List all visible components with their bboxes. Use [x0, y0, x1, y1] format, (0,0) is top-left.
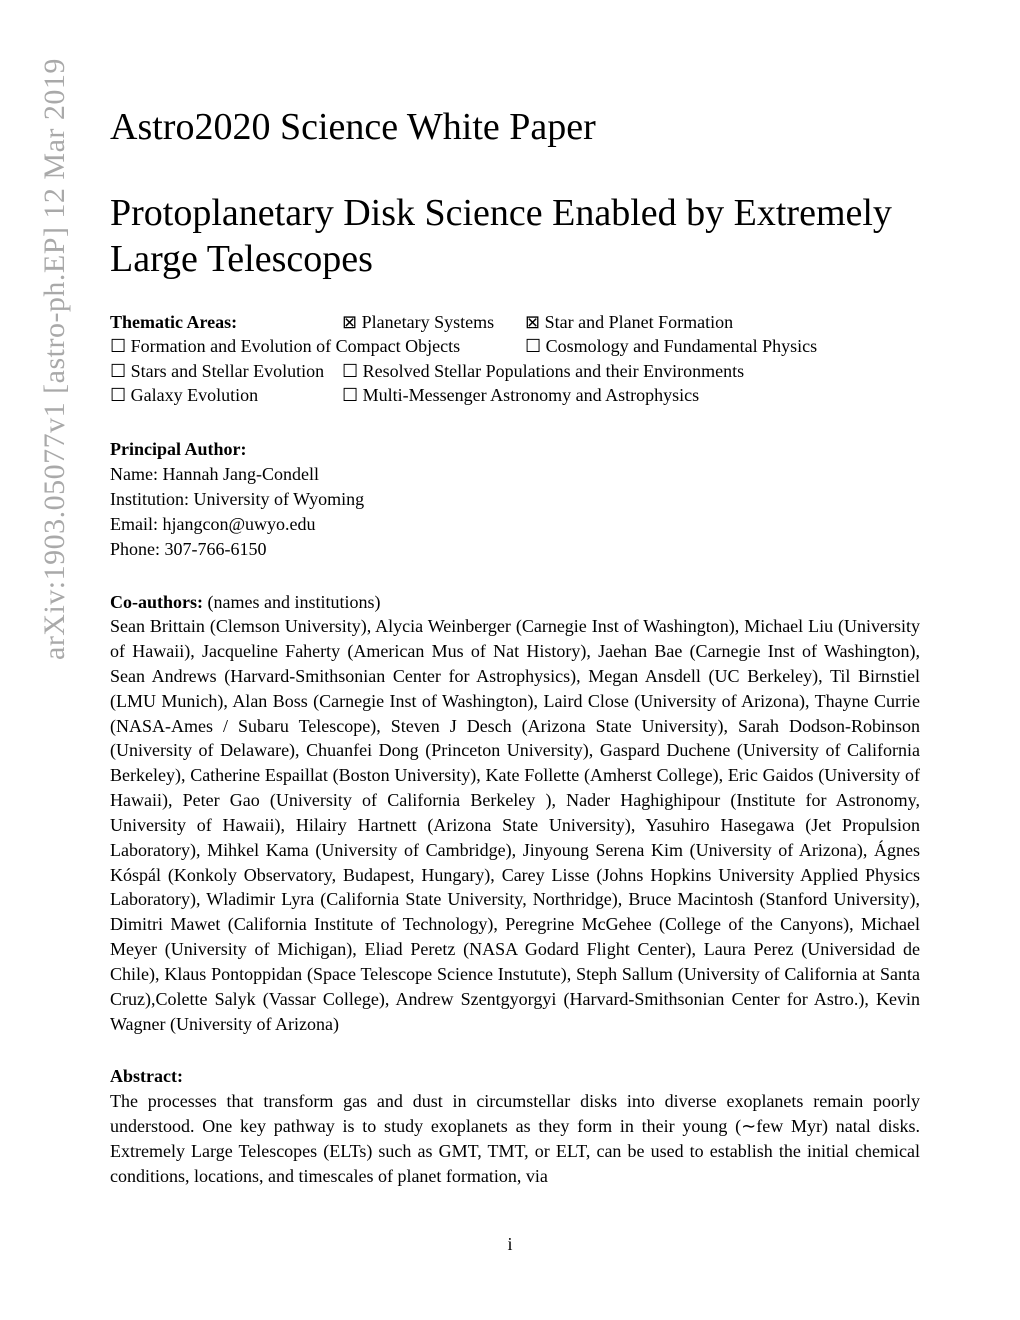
arxiv-watermark: arXiv:1903.05077v1 [astro-ph.EP] 12 Mar … [38, 58, 72, 660]
checkbox-galaxy: ☐ [110, 383, 126, 407]
label-compact: Formation and Evolution of Compact Objec… [131, 336, 460, 356]
checkbox-stellar: ☐ [110, 359, 126, 383]
label-galaxy: Galaxy Evolution [131, 385, 258, 405]
author-inst: University of Wyoming [194, 489, 365, 509]
coauthors-list: Sean Brittain (Clemson University), Alyc… [110, 616, 920, 1033]
author-email: hjangcon@uwyo.edu [163, 514, 316, 534]
checkbox-multimessenger: ☐ [342, 383, 358, 407]
author-heading: Principal Author: [110, 437, 920, 462]
label-cosmology: Cosmology and Fundamental Physics [546, 336, 818, 356]
checkbox-resolved: ☐ [342, 359, 358, 383]
page-number: i [0, 1234, 1020, 1255]
checkbox-planetary: ⊠ [342, 310, 357, 334]
paper-series-title: Astro2020 Science White Paper [110, 105, 920, 149]
paper-content: Astro2020 Science White Paper Protoplane… [110, 105, 920, 1189]
label-starplanet: Star and Planet Formation [545, 312, 733, 332]
abstract-text: The processes that transform gas and dus… [110, 1091, 920, 1185]
label-planetary: Planetary Systems [362, 312, 495, 332]
author-inst-label: Institution: [110, 489, 194, 509]
coauthors-note: (names and institutions) [203, 592, 380, 612]
thematic-areas: Thematic Areas: ⊠ Planetary Systems ⊠ St… [110, 310, 920, 407]
coauthors: Co-authors: (names and institutions) Sea… [110, 590, 920, 1037]
label-multimessenger: Multi-Messenger Astronomy and Astrophysi… [363, 385, 699, 405]
label-stellar: Stars and Stellar Evolution [131, 361, 324, 381]
checkbox-starplanet: ⊠ [525, 310, 540, 334]
author-name: Hannah Jang-Condell [162, 464, 318, 484]
author-phone: 307-766-6150 [165, 539, 267, 559]
abstract-heading: Abstract: [110, 1064, 920, 1089]
label-resolved: Resolved Stellar Populations and their E… [363, 361, 744, 381]
checkbox-cosmology: ☐ [525, 334, 541, 358]
author-phone-label: Phone: [110, 539, 165, 559]
principal-author: Principal Author: Name: Hannah Jang-Cond… [110, 437, 920, 561]
coauthors-heading: Co-authors: [110, 592, 203, 612]
thematic-label: Thematic Areas: [110, 312, 237, 332]
abstract: Abstract: The processes that transform g… [110, 1064, 920, 1188]
author-name-label: Name: [110, 464, 162, 484]
author-email-label: Email: [110, 514, 163, 534]
paper-title: Protoplanetary Disk Science Enabled by E… [110, 191, 920, 282]
checkbox-compact: ☐ [110, 334, 126, 358]
